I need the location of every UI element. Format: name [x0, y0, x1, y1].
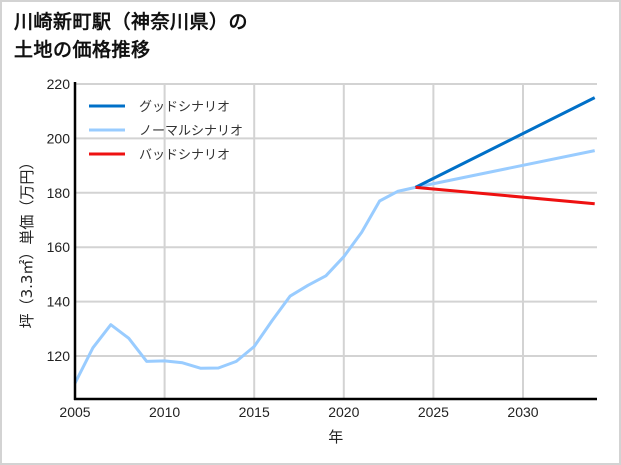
series-line [73, 149, 596, 384]
y-tick-label: 120 [47, 348, 71, 364]
x-tick-label: 2025 [418, 404, 449, 420]
x-tick-label: 2010 [149, 404, 180, 420]
chart-title-line1: 川崎新町駅（神奈川県）の [14, 11, 249, 33]
x-axis-label: 年 [328, 428, 343, 446]
tick-labels: 2005 2010 2015 2020 2025 2030 120 140 160 180 200 2… [47, 76, 539, 420]
legend-label: グッドシナリオ [139, 100, 230, 115]
series-line [415, 185, 595, 206]
chart-title-line2: 土地の価格推移 [14, 39, 151, 61]
y-tick-label: 200 [47, 130, 71, 146]
legend-label: ノーマルシナリオ [139, 124, 243, 139]
y-tick-label: 220 [47, 76, 71, 92]
x-tick-label: 2015 [239, 404, 270, 420]
x-tick-label: 2030 [507, 404, 538, 420]
legend-label: バッドシナリオ [139, 148, 230, 163]
y-tick-label: 160 [47, 239, 71, 255]
x-tick-label: 2005 [59, 404, 90, 420]
x-tick-label: 2020 [328, 404, 359, 420]
chart-title: 川崎新町駅（神奈川県）の 土地の価格推移 [14, 8, 248, 64]
y-axis-label: 坪（3.3㎡）単価（万円） [18, 155, 36, 329]
axes [73, 82, 597, 401]
data-lines [73, 96, 596, 384]
series-line [414, 96, 596, 189]
y-tick-label: 180 [47, 185, 71, 201]
y-tick-label: 140 [47, 294, 71, 310]
